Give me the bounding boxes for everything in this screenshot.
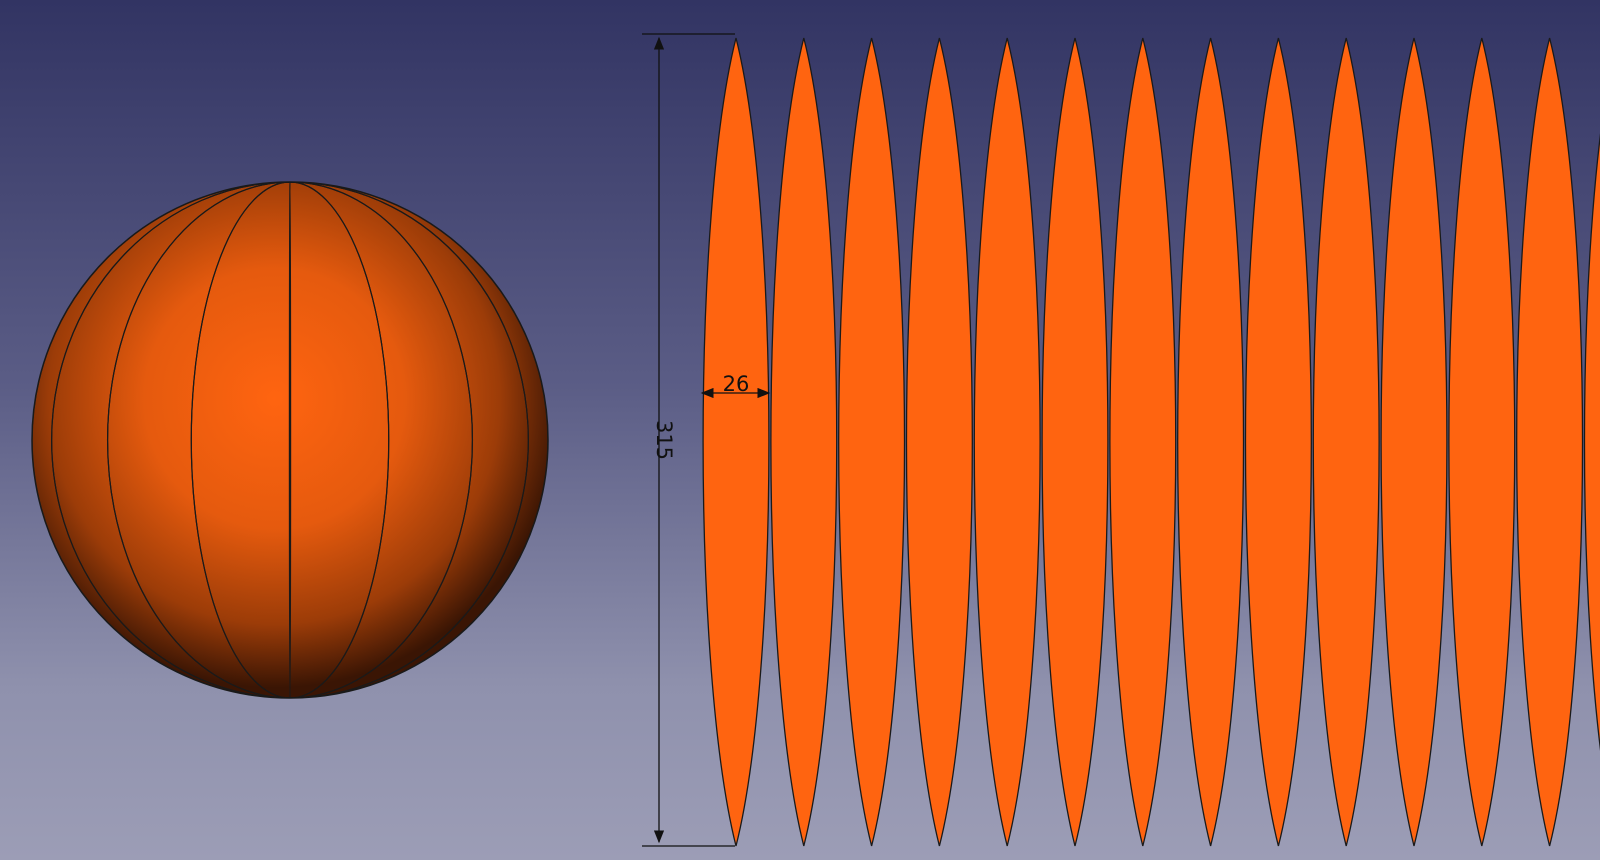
sphere-meridian-line <box>106 182 474 698</box>
gore-panel[interactable] <box>1583 38 1600 846</box>
width-dimension-label: 26 <box>723 372 750 396</box>
gore-panel[interactable] <box>973 37 1041 847</box>
gore-panel[interactable] <box>1448 37 1516 847</box>
gore-panel[interactable] <box>1380 37 1448 847</box>
gore-panel[interactable] <box>1244 37 1312 847</box>
sphere-meridian-line <box>51 182 529 698</box>
gore-panel[interactable] <box>905 37 973 847</box>
gore-panel[interactable] <box>838 37 906 847</box>
gore-panel[interactable] <box>1312 37 1380 847</box>
width-dimension[interactable]: 26 <box>700 372 771 399</box>
gore-panel[interactable] <box>1109 37 1177 847</box>
gore-panel[interactable] <box>1041 37 1109 847</box>
length-dimension-label: 315 <box>652 420 676 460</box>
unfolded-gores[interactable] <box>702 37 1600 847</box>
sphere-meridian-line <box>190 182 390 698</box>
gore-panel[interactable] <box>770 37 838 847</box>
gore-panel[interactable] <box>702 37 770 847</box>
sphere-model[interactable] <box>31 181 549 699</box>
sphere-meridians <box>32 182 548 698</box>
sphere-meridian-line <box>288 182 292 698</box>
gore-panel[interactable] <box>1177 37 1245 847</box>
length-dimension[interactable]: 315 <box>642 33 735 847</box>
gore-panel[interactable] <box>1516 37 1584 847</box>
